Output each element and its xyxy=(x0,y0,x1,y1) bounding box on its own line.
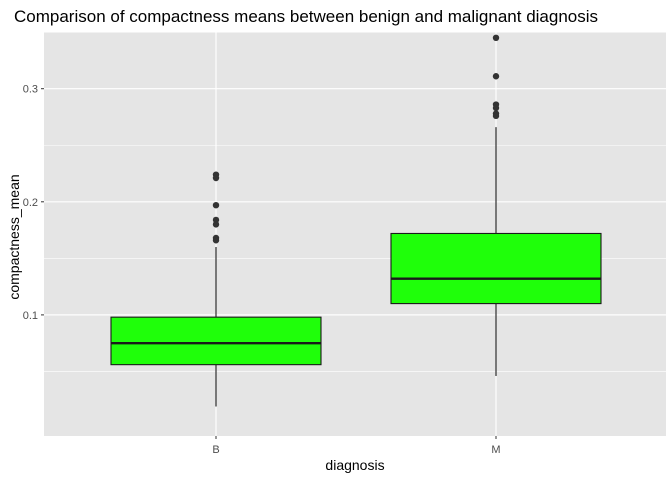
outlier-point xyxy=(212,237,220,244)
grid-lines xyxy=(44,31,666,436)
box-B xyxy=(110,171,322,407)
boxplots xyxy=(110,34,602,407)
outlier-point xyxy=(492,73,500,80)
outlier-point xyxy=(492,112,500,120)
chart-title: Comparison of compactness means between … xyxy=(14,7,598,26)
y-tick-label: 0.3 xyxy=(23,84,38,96)
y-axis-title: compactness_mean xyxy=(6,174,22,299)
x-tick-label: M xyxy=(491,444,500,456)
x-axis-title: diagnosis xyxy=(325,457,384,473)
x-tick-label: B xyxy=(212,444,219,456)
outlier-point xyxy=(212,174,220,182)
outlier-point xyxy=(212,221,220,228)
iqr-box xyxy=(390,232,602,305)
outlier-point xyxy=(212,216,220,224)
box-M xyxy=(390,34,602,376)
iqr-box xyxy=(110,316,322,366)
outlier-point xyxy=(212,201,220,209)
outlier-point xyxy=(492,104,500,112)
y-tick-label: 0.1 xyxy=(23,310,38,322)
y-axis: 0.1 0.2 0.3 xyxy=(23,84,44,322)
y-tick-label: 0.2 xyxy=(23,197,38,209)
outlier-point xyxy=(492,34,500,42)
